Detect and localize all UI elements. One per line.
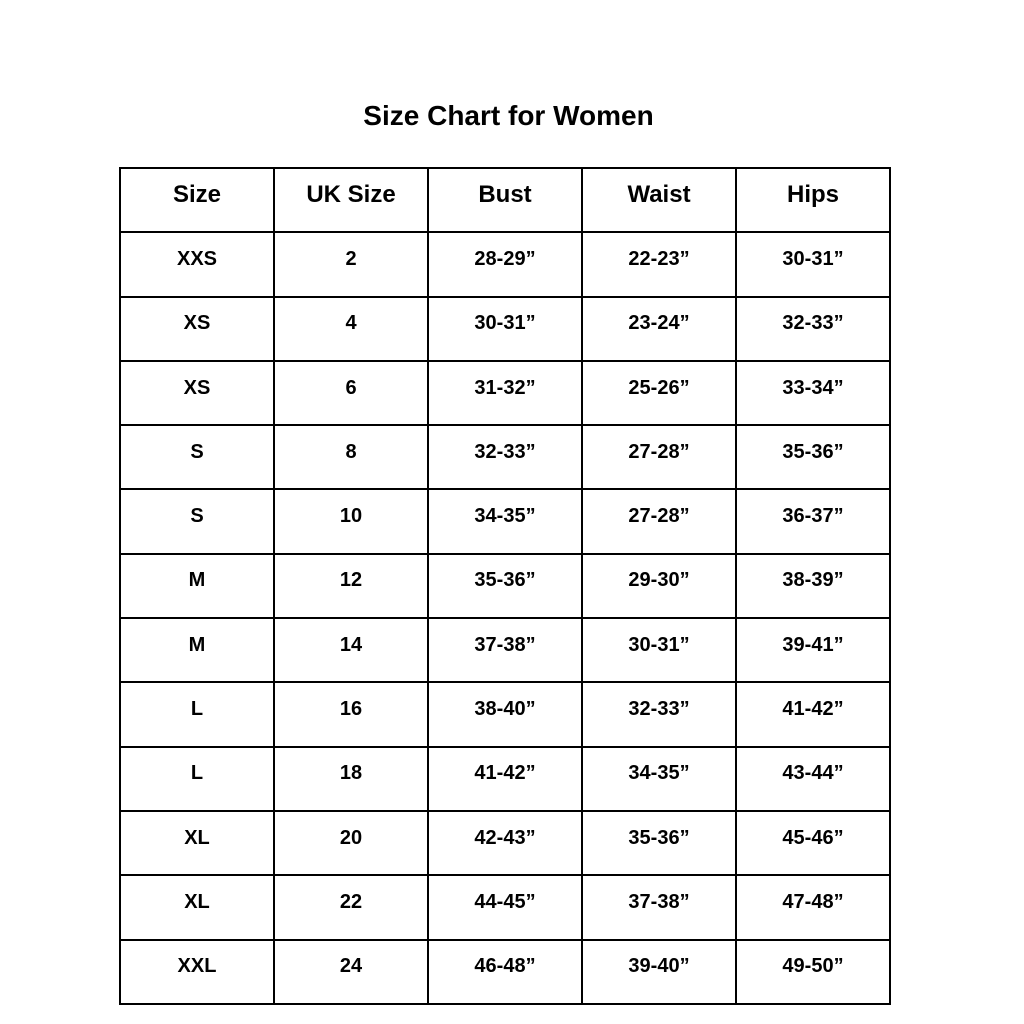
table-cell: L: [119, 745, 275, 812]
page-title: Size Chart for Women: [363, 100, 654, 131]
table-cell: 36-37”: [735, 488, 891, 555]
table-cell: 46-48”: [427, 938, 583, 1005]
table-cell: 14: [273, 617, 429, 684]
table-row: S 10 34-35” 27-28” 36-37”: [119, 488, 891, 555]
table-cell: 20: [273, 809, 429, 877]
table-cell: 37-38”: [427, 617, 583, 684]
table-cell: 30-31”: [581, 617, 737, 684]
table-cell: 23-24”: [581, 295, 737, 362]
table-row: XS 4 30-31” 23-24” 32-33”: [119, 295, 891, 362]
table-row: M 12 35-36” 29-30” 38-39”: [119, 552, 891, 620]
table-cell: 45-46”: [735, 809, 891, 877]
table-cell: S: [119, 488, 275, 555]
table-cell: 33-34”: [735, 359, 891, 427]
table-cell: 34-35”: [427, 488, 583, 555]
table-cell: 16: [273, 681, 429, 748]
table-row: XL 22 44-45” 37-38” 47-48”: [119, 874, 891, 941]
table-row: XS 6 31-32” 25-26” 33-34”: [119, 359, 891, 427]
table-cell: 43-44”: [735, 745, 891, 812]
table-cell: 6: [273, 359, 429, 427]
table-cell: 25-26”: [581, 359, 737, 427]
table-cell: 35-36”: [427, 552, 583, 620]
table-row: XXS 2 28-29” 22-23” 30-31”: [119, 231, 891, 298]
table-cell: 27-28”: [581, 488, 737, 555]
table-cell: 39-40”: [581, 938, 737, 1005]
table-cell: 32-33”: [581, 681, 737, 748]
table-cell: 41-42”: [427, 745, 583, 812]
table-row: XXL 24 46-48” 39-40” 49-50”: [119, 938, 891, 1005]
table-cell: 32-33”: [427, 424, 583, 491]
table-cell: 8: [273, 424, 429, 491]
table-cell: 35-36”: [735, 424, 891, 491]
table-cell: 28-29”: [427, 231, 583, 298]
table-cell: 22: [273, 874, 429, 941]
table-cell: XS: [119, 359, 275, 427]
table-cell: 34-35”: [581, 745, 737, 812]
table-cell: 32-33”: [735, 295, 891, 362]
table-row: L 16 38-40” 32-33” 41-42”: [119, 681, 891, 748]
table-cell: 31-32”: [427, 359, 583, 427]
table-cell: XL: [119, 874, 275, 941]
column-header: UK Size: [273, 166, 429, 234]
table-cell: 24: [273, 938, 429, 1005]
table-cell: 27-28”: [581, 424, 737, 491]
table-cell: 41-42”: [735, 681, 891, 748]
table-cell: 22-23”: [581, 231, 737, 298]
table-cell: 49-50”: [735, 938, 891, 1005]
column-header: Bust: [427, 166, 583, 234]
table-cell: 12: [273, 552, 429, 620]
table-cell: M: [119, 617, 275, 684]
table-cell: XXS: [119, 231, 275, 298]
table-cell: 42-43”: [427, 809, 583, 877]
table-cell: M: [119, 552, 275, 620]
table-cell: XL: [119, 809, 275, 877]
table-cell: XS: [119, 295, 275, 362]
table-cell: L: [119, 681, 275, 748]
header-row: Size UK Size Bust Waist Hips: [119, 166, 891, 234]
table-row: XL 20 42-43” 35-36” 45-46”: [119, 809, 891, 877]
table-row: S 8 32-33” 27-28” 35-36”: [119, 424, 891, 491]
size-chart-table: Size UK Size Bust Waist Hips XXS 2 28-29” 22-23…: [119, 166, 891, 1005]
column-header: Waist: [581, 166, 737, 234]
table-cell: 44-45”: [427, 874, 583, 941]
table-row: L 18 41-42” 34-35” 43-44”: [119, 745, 891, 812]
table-cell: 47-48”: [735, 874, 891, 941]
table-cell: 39-41”: [735, 617, 891, 684]
table-cell: 18: [273, 745, 429, 812]
table-cell: 35-36”: [581, 809, 737, 877]
table-cell: 30-31”: [427, 295, 583, 362]
table-cell: 4: [273, 295, 429, 362]
table-cell: 38-40”: [427, 681, 583, 748]
column-header: Hips: [735, 166, 891, 234]
table-cell: 30-31”: [735, 231, 891, 298]
table-cell: 38-39”: [735, 552, 891, 620]
table-cell: 37-38”: [581, 874, 737, 941]
table-row: M 14 37-38” 30-31” 39-41”: [119, 617, 891, 684]
table-cell: 10: [273, 488, 429, 555]
table-cell: 29-30”: [581, 552, 737, 620]
table-cell: 2: [273, 231, 429, 298]
column-header: Size: [119, 166, 275, 234]
table-cell: S: [119, 424, 275, 491]
table-cell: XXL: [119, 938, 275, 1005]
